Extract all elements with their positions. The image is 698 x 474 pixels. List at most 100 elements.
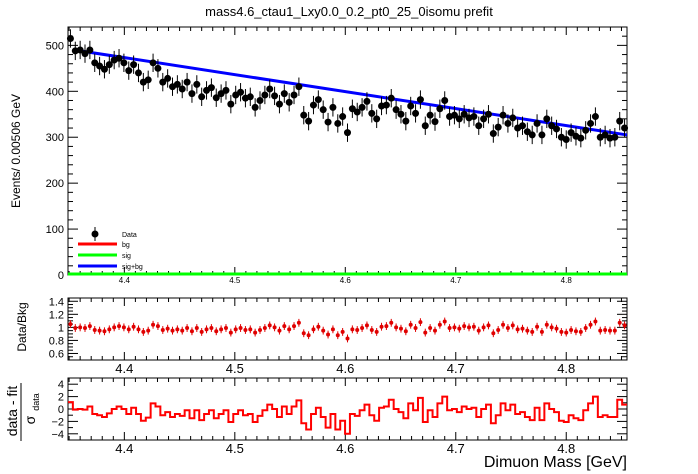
- ratio-point: [253, 330, 258, 335]
- data-point: [373, 115, 381, 123]
- y-tick-label: −4: [51, 429, 64, 441]
- ratio-point: [593, 319, 598, 324]
- ratio-point: [345, 336, 350, 341]
- ratio-point: [360, 326, 365, 331]
- ratio-x-ticks: 4.4 4.5 4.6 4.7 4.8: [68, 298, 622, 376]
- ratio-panel: 0.60.811.21.4 4.4 4.5 4.6 4.7 4.8 Data/Bkg: [15, 296, 628, 376]
- y-tick-label: 100: [46, 224, 64, 236]
- data-point: [533, 119, 541, 127]
- legend-sig: sig: [122, 253, 131, 260]
- data-point: [407, 102, 415, 110]
- x-tick-label: 4.8: [561, 276, 573, 285]
- data-point: [499, 111, 507, 119]
- ratio-point: [418, 320, 423, 325]
- data-point: [344, 129, 351, 137]
- ratio-point: [117, 324, 122, 329]
- data-point: [470, 113, 478, 121]
- ratio-point: [379, 324, 384, 329]
- data-point: [562, 136, 570, 144]
- ratio-point: [525, 328, 530, 333]
- data-point: [125, 67, 133, 75]
- data-point: [538, 131, 546, 139]
- ratio-point: [311, 327, 316, 332]
- ratio-point: [501, 322, 506, 327]
- ratio-point: [607, 328, 612, 333]
- data-point: [154, 64, 162, 72]
- ratio-point: [598, 328, 603, 333]
- data-point: [494, 123, 502, 131]
- x-tick-label: 4.5: [226, 441, 244, 456]
- data-point: [100, 65, 108, 73]
- y-tick-label: 200: [46, 178, 64, 190]
- ratio-point: [136, 327, 141, 332]
- ratio-point: [112, 325, 117, 330]
- y-tick-label: 0.6: [49, 348, 64, 360]
- ratio-point: [505, 326, 510, 331]
- ratio-point: [437, 322, 442, 327]
- ratio-point: [486, 323, 491, 328]
- x-tick-label: 4.8: [557, 441, 575, 456]
- data-point: [450, 111, 458, 119]
- data-point: [587, 119, 595, 127]
- data-point: [285, 98, 293, 106]
- ratio-point: [374, 329, 379, 334]
- data-point: [421, 122, 429, 130]
- data-point: [130, 61, 138, 69]
- data-point: [183, 78, 191, 86]
- ratio-point: [544, 322, 549, 327]
- ratio-point: [238, 326, 243, 331]
- ratio-point: [389, 320, 394, 325]
- ratio-point: [107, 327, 112, 332]
- y-tick-label: 4: [58, 379, 64, 391]
- ratio-point: [428, 326, 433, 331]
- data-point: [621, 124, 629, 132]
- ratio-point: [622, 323, 627, 328]
- ratio-point: [515, 327, 520, 332]
- data-point: [144, 76, 152, 84]
- ratio-point: [228, 330, 233, 335]
- ratio-point: [277, 328, 282, 333]
- data-point: [441, 96, 449, 104]
- ratio-point: [306, 333, 311, 338]
- x-tick-label: 4.7: [447, 441, 465, 456]
- ratio-point: [413, 326, 418, 331]
- data-point: [475, 122, 483, 130]
- data-point: [149, 59, 157, 67]
- data-point: [275, 100, 283, 108]
- ratio-point: [471, 324, 476, 329]
- ratio-point: [340, 329, 345, 334]
- main-y-axis-label: Events/ 0.00506 GeV: [9, 94, 23, 208]
- data-point: [305, 117, 313, 125]
- y-tick-label: 300: [46, 132, 64, 144]
- ratio-point: [403, 329, 408, 334]
- data-point: [436, 105, 444, 113]
- y-tick-label: 400: [46, 86, 64, 98]
- legend-sigbg: sig+bg: [122, 264, 143, 271]
- data-point: [504, 119, 512, 127]
- residual-histogram: [68, 395, 627, 435]
- data-point: [509, 114, 517, 122]
- ratio-point: [185, 326, 190, 331]
- data-point: [368, 109, 376, 117]
- data-point: [567, 129, 575, 137]
- data-point: [212, 94, 220, 102]
- ratio-point: [316, 324, 321, 329]
- ratio-point: [330, 327, 335, 332]
- ratio-point: [219, 327, 224, 332]
- residual-ylabel-subscript: data: [31, 393, 41, 411]
- main-curves: [68, 48, 628, 276]
- ratio-point: [180, 328, 185, 333]
- residual-frame: [67, 377, 628, 441]
- ratio-point: [564, 330, 569, 335]
- ratio-point: [573, 329, 578, 334]
- ratio-point: [520, 326, 525, 331]
- ratio-point: [175, 327, 180, 332]
- ratio-point: [326, 332, 331, 337]
- data-point: [261, 91, 269, 99]
- data-point: [159, 78, 167, 86]
- ratio-point: [476, 328, 481, 333]
- data-point: [455, 115, 463, 123]
- ratio-point: [457, 326, 462, 331]
